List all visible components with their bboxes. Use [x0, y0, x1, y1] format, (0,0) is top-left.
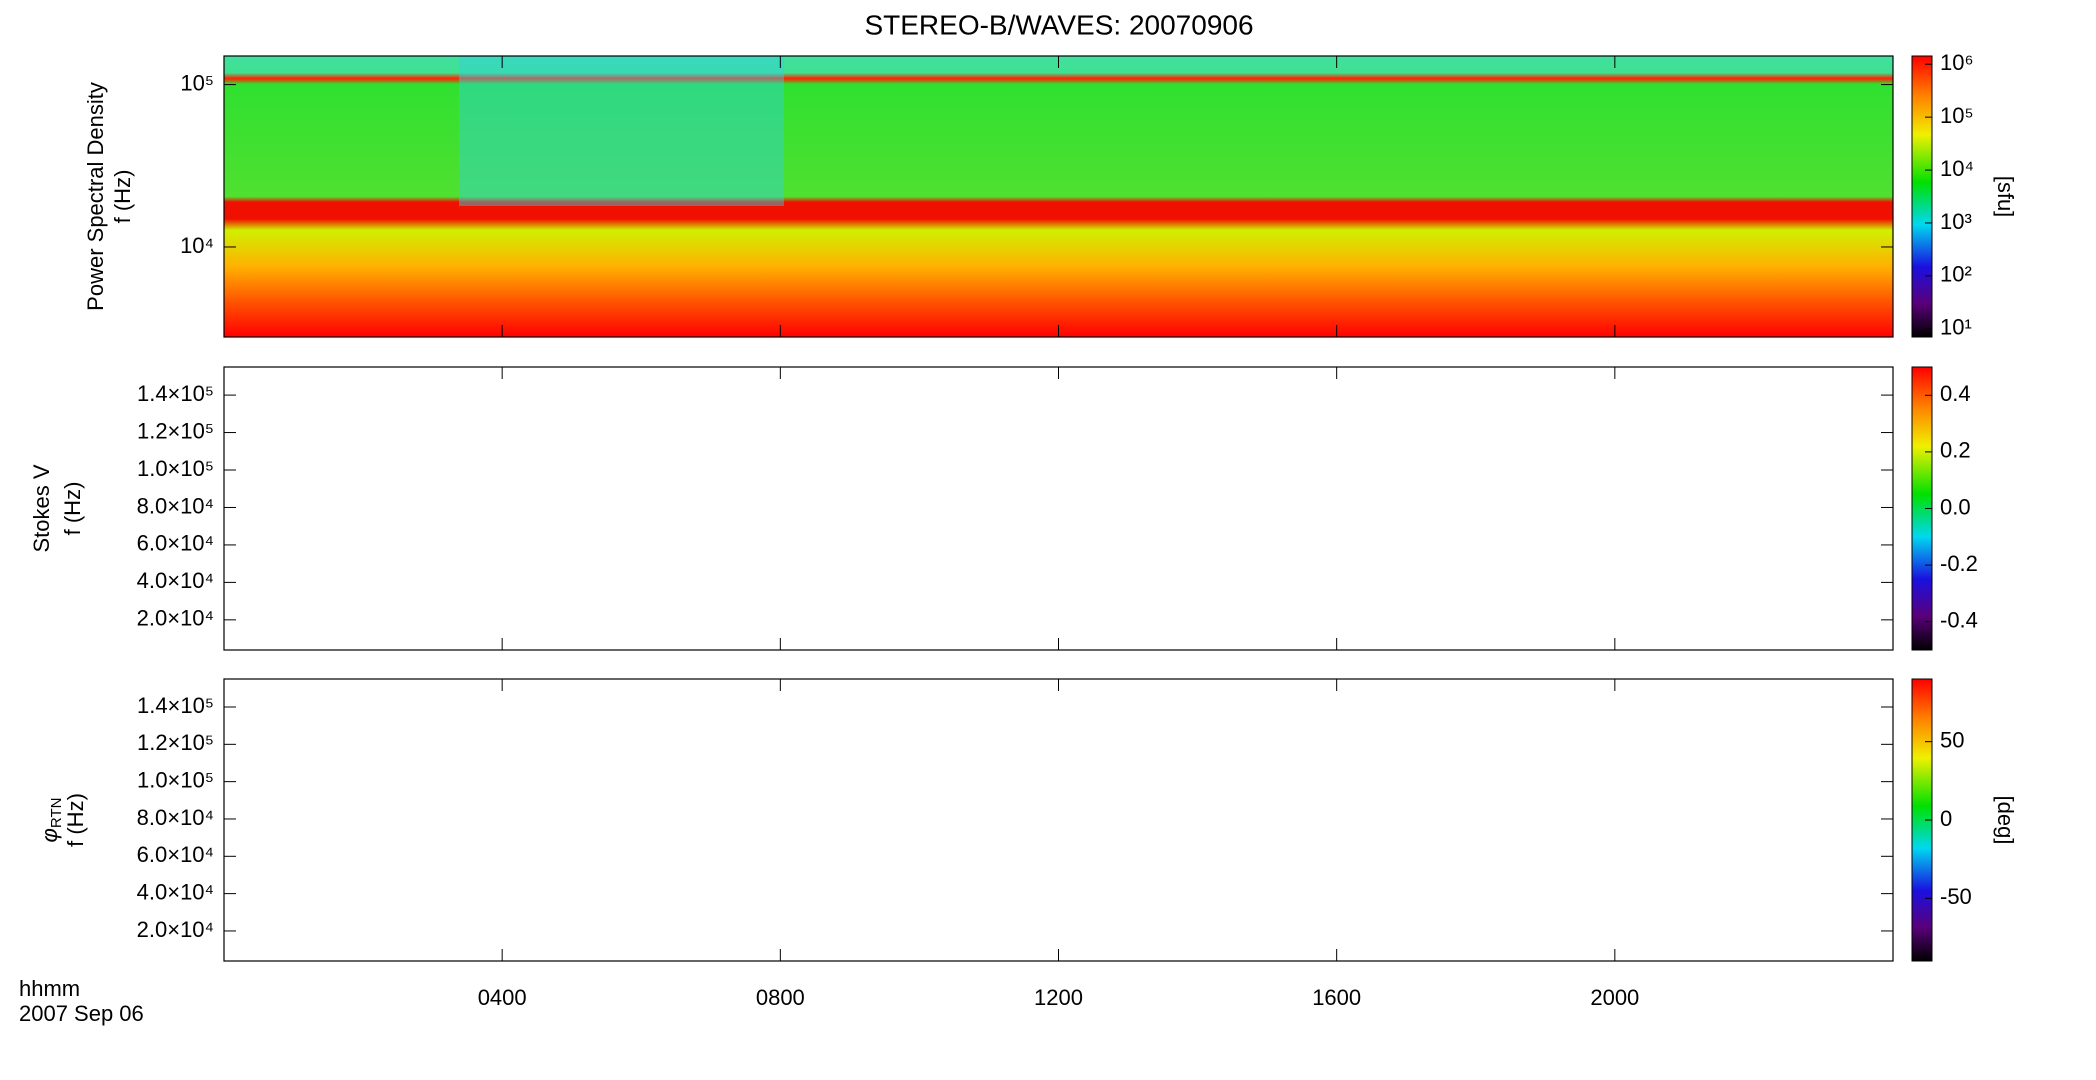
colorbar-tick-label: -50: [1940, 884, 1972, 909]
x-axis-label: hhmm: [19, 976, 80, 1001]
y-tick-label: 4.0×10⁴: [137, 879, 214, 904]
y-axis-subscript: RTN: [48, 798, 65, 829]
colorbar-tick-label: 10²: [1940, 262, 1972, 287]
colorbar-tick-label: -0.4: [1940, 608, 1978, 633]
y-tick-label: 1.2×10⁵: [137, 418, 214, 443]
y-tick-label: 1.4×10⁵: [137, 693, 214, 718]
y-tick-label: 10⁵: [180, 70, 214, 95]
y-axis-unit-label: f (Hz): [63, 793, 88, 847]
colorbar-tick-label: 0.2: [1940, 438, 1971, 463]
date-label: 2007 Sep 06: [19, 1001, 144, 1026]
chart-title: STEREO-B/WAVES: 20070906: [864, 9, 1253, 40]
colorbar-tick-label: 10⁶: [1940, 50, 1974, 75]
y-axis-symbol: φ: [37, 828, 62, 842]
colorbar-label: [deg]: [1993, 796, 2018, 845]
plot-frame: [223, 366, 1894, 651]
y-tick-label: 8.0×10⁴: [137, 805, 214, 830]
y-tick-label: 1.0×10⁵: [137, 456, 214, 481]
y-tick-label: 1.0×10⁵: [137, 767, 214, 792]
colorbar-tick-label: 0: [1940, 806, 1952, 831]
y-axis-unit-label: f (Hz): [60, 482, 85, 536]
y-tick-label: 6.0×10⁴: [137, 842, 214, 867]
y-tick-label: 6.0×10⁴: [137, 531, 214, 556]
plot-frame: [223, 678, 1894, 962]
colorbar: [1911, 55, 1933, 338]
y-axis-label: φRTN: [37, 798, 65, 843]
y-tick-label: 10⁴: [180, 233, 214, 258]
y-tick-label: 2.0×10⁴: [137, 606, 214, 631]
x-tick-label: 0800: [756, 985, 805, 1010]
colorbar-tick-label: -0.2: [1940, 551, 1978, 576]
colorbar-tick-label: 0.4: [1940, 381, 1971, 406]
y-axis-label: Stokes V: [29, 464, 54, 552]
y-tick-label: 1.4×10⁵: [137, 381, 214, 406]
spectrogram-image: [224, 56, 1893, 337]
colorbar-tick-label: 10⁵: [1940, 103, 1974, 128]
colorbar-tick-label: 10³: [1940, 209, 1972, 234]
colorbar-tick-label: 10¹: [1940, 315, 1972, 340]
colorbar-label: [sfu]: [1993, 176, 2018, 218]
colorbar-tick-label: 0.0: [1940, 494, 1971, 519]
y-axis-unit-label: f (Hz): [110, 170, 135, 224]
x-tick-label: 1200: [1034, 985, 1083, 1010]
colorbar-tick-label: 50: [1940, 727, 1964, 752]
x-tick-label: 0400: [478, 985, 527, 1010]
y-axis-label: Power Spectral Density: [83, 82, 108, 311]
y-tick-label: 1.2×10⁵: [137, 730, 214, 755]
colorbar-tick-label: 10⁴: [1940, 156, 1974, 181]
y-tick-label: 8.0×10⁴: [137, 493, 214, 518]
y-tick-label: 2.0×10⁴: [137, 917, 214, 942]
x-tick-label: 2000: [1590, 985, 1639, 1010]
x-tick-label: 1600: [1312, 985, 1361, 1010]
y-tick-label: 4.0×10⁴: [137, 568, 214, 593]
